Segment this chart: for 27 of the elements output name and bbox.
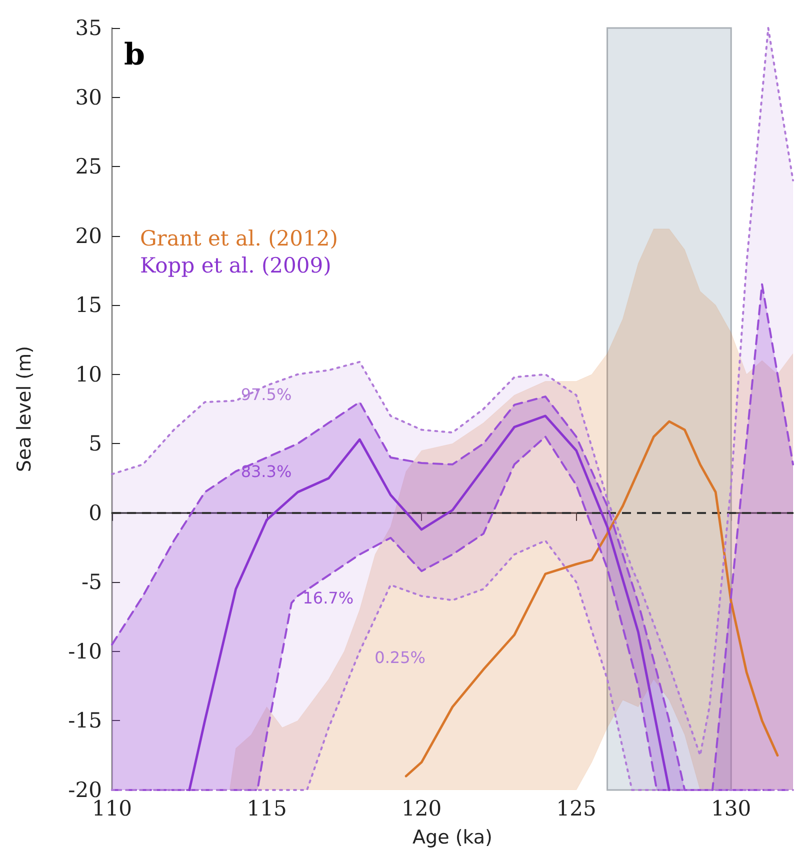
x-tick-label: 125 [556, 796, 596, 820]
x-tick-label: 110 [92, 796, 132, 820]
series-label: 0.25% [374, 648, 426, 667]
y-tick-label: 5 [88, 432, 102, 456]
x-tick-label: 115 [246, 796, 287, 820]
x-tick-label: 130 [711, 796, 752, 820]
y-tick-label: 25 [75, 154, 102, 179]
y-tick-label: -15 [68, 708, 102, 733]
annotation: b [124, 38, 145, 72]
y-tick-label: 20 [75, 224, 102, 248]
y-tick-label: 0 [88, 500, 102, 525]
y-tick-label: 35 [75, 16, 102, 40]
series-label: 83.3% [240, 462, 292, 481]
line-series [188, 414, 670, 792]
series-label: 16.7% [302, 588, 354, 608]
y-tick-label: 30 [75, 85, 102, 110]
text: Kopp et al. (2009) [140, 254, 332, 278]
line-series [111, 540, 794, 791]
y-axis-title: Sea level (m) [14, 346, 36, 472]
x-axis-title: Age (ka) [412, 826, 492, 848]
y-tick-label: -10 [68, 639, 102, 664]
y-tick-label: 15 [75, 293, 102, 318]
series-label: 97.5% [240, 385, 292, 404]
text: Grant et al. (2012) [140, 226, 338, 250]
y-tick-label: -5 [82, 570, 102, 594]
x-tick-label: 120 [402, 796, 442, 820]
y-tick-label: 10 [75, 362, 102, 386]
